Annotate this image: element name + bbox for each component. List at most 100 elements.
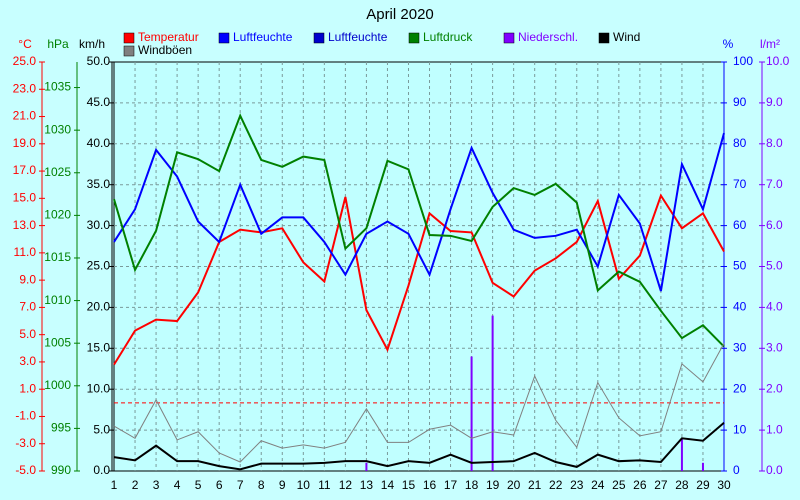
y-tick-label: 10.0 — [766, 54, 790, 68]
y-tick-label: 11.0 — [14, 245, 37, 259]
y-tick-label: 1020 — [44, 208, 71, 222]
y-tick-label: 90 — [733, 95, 747, 109]
y-tick-label: 1005 — [44, 335, 71, 349]
y-tick-label: 10.0 — [87, 381, 111, 395]
y-tick-label: 990 — [51, 463, 71, 477]
x-tick-label: 18 — [465, 478, 479, 492]
x-tick-label: 13 — [360, 478, 374, 492]
legend-label: Temperatur — [138, 30, 199, 44]
bar — [491, 315, 494, 471]
y-tick-label: 7.0 — [19, 300, 36, 314]
x-tick-label: 11 — [318, 478, 331, 492]
axis-title: km/h — [79, 37, 105, 51]
y-tick-label: 9.0 — [19, 272, 36, 286]
y-tick-label: 50 — [733, 259, 747, 273]
y-tick-label: 1.0 — [766, 422, 783, 436]
y-tick-label: 6.0 — [766, 218, 783, 232]
y-tick-label: -5.0 — [15, 463, 36, 477]
legend-swatch — [218, 32, 230, 44]
axis-title: hPa — [47, 37, 69, 51]
x-tick-label: 27 — [654, 478, 668, 492]
y-tick-label: 5.0 — [19, 327, 36, 341]
y-tick-label: 45.0 — [87, 95, 111, 109]
y-tick-label: 21.0 — [13, 109, 37, 123]
y-tick-label: 0.0 — [766, 463, 783, 477]
y-tick-label: 23.0 — [13, 81, 37, 95]
y-tick-label: 15.0 — [87, 340, 111, 354]
y-tick-label: 40 — [733, 300, 747, 314]
x-tick-label: 30 — [717, 478, 731, 492]
legend-swatch — [503, 32, 515, 44]
x-tick-label: 17 — [444, 478, 458, 492]
legend-label: Luftdruck — [423, 30, 473, 44]
y-tick-label: 25.0 — [87, 259, 111, 273]
x-tick-label: 7 — [237, 478, 244, 492]
series-line — [113, 132, 725, 292]
y-tick-label: -3.0 — [15, 436, 36, 450]
y-tick-label: 5.0 — [93, 422, 110, 436]
x-tick-label: 6 — [216, 478, 223, 492]
y-tick-label: 3.0 — [766, 340, 783, 354]
y-tick-label: 1010 — [44, 293, 71, 307]
axis-title: °C — [18, 37, 32, 51]
legend-swatch — [598, 32, 610, 44]
y-tick-label: 15.0 — [13, 191, 37, 205]
y-tick-label: 5.0 — [766, 259, 783, 273]
legend-label: Luftfeuchte — [233, 30, 293, 44]
series-line — [113, 421, 725, 471]
y-tick-label: 0.0 — [93, 463, 110, 477]
x-tick-label: 21 — [528, 478, 542, 492]
y-tick-label: 20 — [733, 381, 747, 395]
x-tick-label: 26 — [633, 478, 647, 492]
legend-label: Niederschl. — [518, 30, 578, 44]
legend-label: Luftfeuchte — [328, 30, 388, 44]
y-tick-label: 8.0 — [766, 136, 783, 150]
x-tick-label: 3 — [153, 478, 160, 492]
x-tick-label: 29 — [696, 478, 710, 492]
y-tick-label: 19.0 — [13, 136, 37, 150]
y-tick-label: 3.0 — [19, 354, 36, 368]
legend-label: Wind — [613, 30, 640, 44]
y-tick-label: 50.0 — [87, 54, 111, 68]
y-tick-label: 1000 — [44, 378, 71, 392]
y-tick-label: 2.0 — [766, 381, 783, 395]
x-tick-label: 16 — [423, 478, 437, 492]
x-tick-label: 15 — [402, 478, 416, 492]
axis-title: % — [723, 37, 734, 51]
y-tick-label: 25.0 — [13, 54, 37, 68]
x-tick-label: 10 — [297, 478, 311, 492]
x-tick-label: 4 — [174, 478, 181, 492]
axis-title: l/m² — [760, 37, 780, 51]
y-tick-label: 40.0 — [87, 136, 111, 150]
x-tick-label: 2 — [132, 478, 139, 492]
y-tick-label: 7.0 — [766, 177, 783, 191]
y-tick-label: 995 — [51, 421, 71, 435]
legend-swatch — [408, 32, 420, 44]
x-tick-label: 8 — [258, 478, 265, 492]
legend-swatch — [123, 32, 135, 44]
y-tick-label: 10 — [733, 422, 747, 436]
x-tick-label: 22 — [549, 478, 563, 492]
x-tick-label: 9 — [279, 478, 286, 492]
y-tick-label: 20.0 — [87, 300, 111, 314]
y-tick-label: 1015 — [44, 250, 71, 264]
y-tick-label: 1030 — [44, 122, 71, 136]
y-tick-label: 17.0 — [13, 163, 37, 177]
y-tick-label: 1035 — [44, 80, 71, 94]
y-tick-label: 70 — [733, 177, 747, 191]
series-line — [113, 343, 725, 463]
bar — [470, 356, 473, 471]
y-tick-label: 9.0 — [766, 95, 783, 109]
y-tick-label: 13.0 — [13, 218, 37, 232]
y-tick-label: -1.0 — [15, 409, 36, 423]
legend-label: Windböen — [138, 43, 192, 57]
y-tick-label: 80 — [733, 136, 747, 150]
y-tick-label: 60 — [733, 218, 747, 232]
bar — [680, 438, 683, 471]
chart-title: April 2020 — [366, 6, 434, 23]
x-tick-label: 5 — [195, 478, 202, 492]
y-tick-label: 4.0 — [766, 300, 783, 314]
series-line — [113, 113, 725, 348]
x-tick-label: 20 — [507, 478, 521, 492]
x-tick-label: 1 — [111, 478, 118, 492]
